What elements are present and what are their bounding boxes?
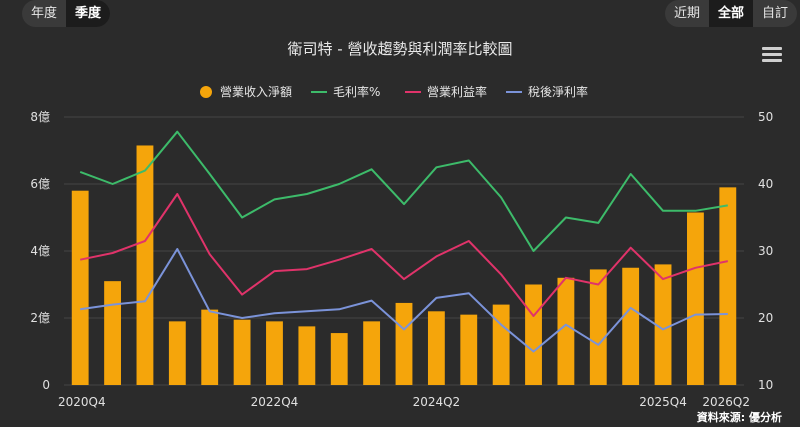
x-axis-tick: 2026Q2 — [702, 395, 750, 409]
right-axis-tick: 30 — [758, 244, 773, 258]
x-axis-tick: 2022Q4 — [251, 395, 299, 409]
hamburger-menu-icon[interactable] — [760, 44, 784, 66]
period-toggle: 年度 季度 — [22, 0, 111, 27]
bar-revenue — [589, 269, 607, 385]
range-option-1[interactable]: 全部 — [708, 0, 753, 27]
period-option-0[interactable]: 年度 — [31, 6, 58, 21]
x-axis-tick: 2024Q2 — [413, 395, 461, 409]
x-axis-tick: 2025Q4 — [639, 395, 687, 409]
right-axis-tick: 20 — [758, 311, 773, 325]
bar-revenue — [233, 319, 251, 385]
legend-label: 營業收入淨額 — [220, 85, 292, 99]
bar-revenue — [622, 267, 640, 385]
line-net-margin — [80, 248, 728, 353]
right-axis-tick: 10 — [758, 378, 773, 392]
bar-revenue — [719, 187, 737, 385]
bar-revenue — [104, 281, 121, 385]
x-axis-tick: 2020Q4 — [58, 395, 106, 409]
legend-label: 毛利率% — [333, 84, 380, 99]
bar-revenue — [168, 321, 186, 385]
bar-revenue — [654, 264, 672, 385]
bar-revenue — [201, 309, 219, 385]
bar-revenue — [71, 190, 89, 385]
bar-revenue — [395, 302, 413, 385]
bar-revenue — [460, 314, 478, 385]
period-option-1[interactable]: 季度 — [66, 0, 111, 27]
data-source: 資料來源: 優分析 — [696, 411, 782, 424]
range-option-2[interactable]: 自訂 — [761, 6, 788, 21]
bar-revenue — [557, 277, 575, 385]
bar-revenue — [330, 333, 348, 385]
bar-revenue — [363, 321, 381, 385]
bar-revenue — [298, 326, 316, 385]
right-axis-tick: 50 — [758, 110, 773, 124]
bar-revenue — [687, 212, 704, 385]
left-axis-tick: 0 — [42, 378, 50, 392]
bar-revenue — [525, 284, 542, 385]
line-gross-margin — [79, 130, 728, 252]
left-axis-tick: 2億 — [30, 311, 50, 325]
chart-title: 衛司特 - 營收趨勢與利潤率比較圖 — [287, 40, 513, 58]
range-option-0[interactable]: 近期 — [673, 6, 700, 21]
legend-label: 營業利益率 — [427, 84, 487, 99]
left-axis-tick: 8億 — [30, 110, 50, 124]
bar-revenue — [266, 321, 283, 385]
range-toggle: 近期 全部 自訂 — [664, 0, 797, 27]
left-axis-tick: 4億 — [30, 244, 50, 258]
left-axis-tick: 6億 — [30, 177, 50, 191]
bar-revenue — [136, 145, 154, 385]
bar-revenue — [427, 311, 445, 385]
legend-label: 稅後淨利率 — [528, 84, 588, 99]
bar-revenue — [492, 304, 510, 385]
line-operating-margin — [79, 193, 729, 317]
legend-marker-revenue — [200, 86, 212, 98]
right-axis-tick: 40 — [758, 177, 773, 191]
